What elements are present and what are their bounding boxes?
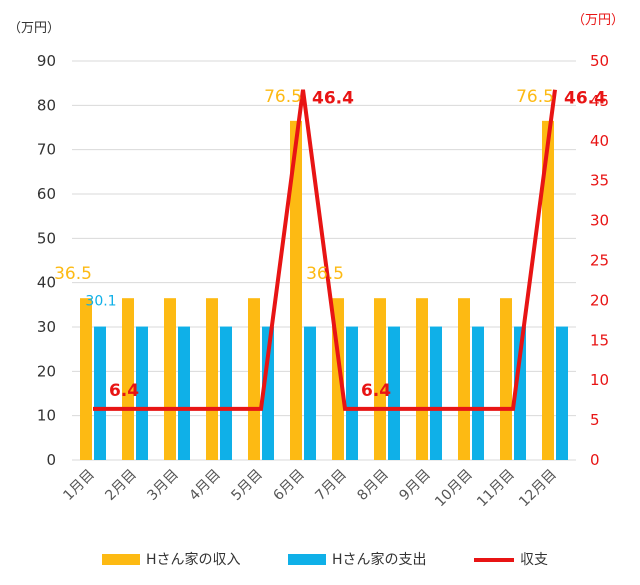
right-tick-label: 5 bbox=[590, 411, 600, 429]
category-label: 5月目 bbox=[228, 467, 265, 504]
data-labels: 36.5 76.5 36.5 76.5 30.1 6.4 46.4 6.4 46.4 bbox=[54, 87, 606, 401]
income-bar bbox=[80, 298, 92, 460]
right-tick-label: 10 bbox=[590, 371, 609, 389]
income-bar bbox=[248, 298, 260, 460]
expense-bar bbox=[472, 326, 484, 460]
category-label: 6月目 bbox=[270, 467, 307, 504]
left-axis-unit: （万円） bbox=[8, 21, 60, 36]
category-label: 7月目 bbox=[312, 467, 349, 504]
data-label: 6.4 bbox=[361, 381, 391, 401]
category-label: 12月目 bbox=[516, 467, 560, 511]
right-tick-label: 20 bbox=[590, 291, 609, 309]
expense-bar bbox=[388, 326, 400, 460]
legend-income-label: Hさん家の収入 bbox=[146, 551, 241, 568]
expense-bar bbox=[178, 326, 190, 460]
right-tick-label: 40 bbox=[590, 132, 609, 150]
left-tick-label: 80 bbox=[37, 96, 56, 114]
category-label: 2月目 bbox=[102, 467, 139, 504]
right-tick-label: 45 bbox=[590, 92, 609, 110]
legend-expense-label: Hさん家の支出 bbox=[332, 551, 427, 568]
category-label: 11月目 bbox=[474, 467, 518, 511]
data-label: 46.4 bbox=[312, 89, 354, 109]
data-label: 6.4 bbox=[109, 381, 139, 401]
balance-line bbox=[93, 89, 557, 411]
legend-expense-swatch bbox=[288, 554, 326, 565]
right-tick-label: 25 bbox=[590, 252, 609, 270]
expense-bar bbox=[136, 326, 148, 460]
income-bar bbox=[500, 298, 512, 460]
left-tick-label: 30 bbox=[37, 318, 56, 336]
data-label: 36.5 bbox=[54, 264, 92, 284]
income-bar bbox=[122, 298, 134, 460]
data-label: 76.5 bbox=[264, 87, 302, 107]
expense-bar bbox=[304, 326, 316, 460]
expense-bar bbox=[220, 326, 232, 460]
left-tick-label: 60 bbox=[37, 185, 56, 203]
expense-bar bbox=[556, 326, 568, 460]
category-label: 10月目 bbox=[432, 467, 476, 511]
left-tick-label: 70 bbox=[37, 141, 56, 159]
expense-bar bbox=[94, 326, 106, 460]
left-tick-label: 20 bbox=[37, 362, 56, 380]
category-label: 8月目 bbox=[354, 467, 391, 504]
category-label: 9月目 bbox=[396, 467, 433, 504]
income-bar bbox=[416, 298, 428, 460]
data-label: 46.4 bbox=[564, 89, 606, 109]
expense-bar bbox=[346, 326, 358, 460]
data-label: 36.5 bbox=[306, 264, 344, 284]
income-bar bbox=[290, 120, 302, 460]
left-tick-label: 90 bbox=[37, 52, 56, 70]
data-label: 76.5 bbox=[516, 87, 554, 107]
right-tick-label: 30 bbox=[590, 212, 609, 230]
data-label: 30.1 bbox=[85, 294, 116, 310]
bars bbox=[80, 120, 568, 460]
category-label: 1月目 bbox=[60, 467, 97, 504]
expense-bar bbox=[430, 326, 442, 460]
right-tick-label: 50 bbox=[590, 52, 609, 70]
legend-income-swatch bbox=[102, 554, 140, 565]
income-bar bbox=[458, 298, 470, 460]
left-tick-label: 0 bbox=[46, 451, 56, 469]
income-bar bbox=[164, 298, 176, 460]
right-tick-label: 35 bbox=[590, 172, 609, 190]
expense-bar bbox=[514, 326, 526, 460]
expense-bar bbox=[262, 326, 274, 460]
income-bar bbox=[206, 298, 218, 460]
category-label: 3月目 bbox=[144, 467, 181, 504]
category-label: 4月目 bbox=[186, 467, 223, 504]
right-axis-unit: （万円） bbox=[572, 13, 624, 28]
left-tick-label: 40 bbox=[37, 274, 56, 292]
income-bar bbox=[542, 120, 554, 460]
balance-line-path bbox=[93, 89, 557, 411]
left-tick-label: 50 bbox=[37, 229, 56, 247]
right-tick-label: 0 bbox=[590, 451, 600, 469]
income-bar bbox=[374, 298, 386, 460]
legend: Hさん家の収入 Hさん家の支出 収支 bbox=[102, 551, 548, 568]
left-tick-label: 10 bbox=[37, 407, 56, 425]
legend-balance-label: 収支 bbox=[520, 552, 548, 568]
right-tick-label: 15 bbox=[590, 331, 609, 349]
